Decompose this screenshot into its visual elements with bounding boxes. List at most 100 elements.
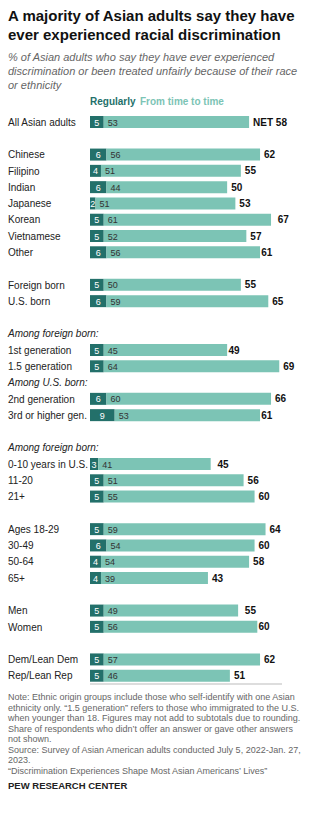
svg-text:51: 51 (234, 670, 246, 681)
svg-text:30-49: 30-49 (8, 540, 34, 551)
svg-text:51: 51 (105, 166, 115, 176)
svg-text:6: 6 (96, 248, 101, 258)
svg-text:60: 60 (110, 394, 120, 404)
svg-text:Other: Other (8, 247, 34, 258)
svg-text:1st generation: 1st generation (8, 345, 71, 356)
svg-text:Chinese: Chinese (8, 149, 45, 160)
svg-text:Rep/Lean Rep: Rep/Lean Rep (8, 670, 73, 681)
svg-text:2: 2 (90, 199, 95, 209)
svg-text:5: 5 (94, 492, 99, 502)
svg-text:9: 9 (100, 411, 105, 421)
svg-text:0-10 years in U.S.: 0-10 years in U.S. (8, 459, 88, 470)
svg-text:5: 5 (94, 476, 99, 486)
svg-text:53: 53 (108, 118, 118, 128)
svg-text:62: 62 (264, 149, 276, 160)
svg-text:64: 64 (108, 362, 118, 372)
svg-text:56: 56 (108, 622, 118, 632)
svg-text:49: 49 (108, 606, 118, 616)
svg-text:67: 67 (278, 214, 290, 225)
svg-text:NET 58: NET 58 (253, 117, 287, 128)
svg-text:55: 55 (245, 605, 257, 616)
svg-text:59: 59 (110, 297, 120, 307)
svg-text:Filipino: Filipino (8, 166, 40, 177)
svg-text:62: 62 (264, 654, 276, 665)
svg-text:60: 60 (259, 621, 271, 632)
svg-text:5: 5 (94, 118, 99, 128)
svg-text:51: 51 (99, 199, 109, 209)
svg-text:66: 66 (275, 393, 287, 404)
svg-text:4: 4 (93, 557, 98, 567)
svg-text:4: 4 (93, 574, 98, 584)
svg-text:3: 3 (92, 460, 97, 470)
svg-text:5: 5 (94, 655, 99, 665)
svg-text:4: 4 (93, 166, 98, 176)
svg-text:55: 55 (245, 165, 257, 176)
svg-text:41: 41 (102, 460, 112, 470)
svg-text:Among foreign born:: Among foreign born: (8, 328, 99, 339)
svg-text:61: 61 (261, 410, 273, 421)
svg-text:6: 6 (96, 541, 101, 551)
svg-text:61: 61 (108, 215, 118, 225)
svg-text:54: 54 (110, 541, 120, 551)
svg-text:61: 61 (261, 247, 273, 258)
svg-text:Ages 18-29: Ages 18-29 (8, 524, 60, 535)
svg-text:3rd or higher gen.: 3rd or higher gen. (8, 410, 87, 421)
svg-text:6: 6 (96, 150, 101, 160)
svg-text:60: 60 (259, 491, 271, 502)
svg-text:50-64: 50-64 (8, 556, 34, 567)
svg-text:Foreign born: Foreign born (8, 280, 65, 291)
svg-text:Among foreign born:: Among foreign born: (8, 442, 99, 453)
svg-text:5: 5 (94, 215, 99, 225)
svg-text:60: 60 (259, 540, 271, 551)
svg-text:Women: Women (8, 622, 42, 633)
svg-text:65+: 65+ (8, 573, 25, 584)
svg-text:5: 5 (94, 280, 99, 290)
svg-text:44: 44 (110, 183, 120, 193)
svg-text:5: 5 (94, 232, 99, 242)
svg-text:Indian: Indian (8, 182, 35, 193)
svg-text:59: 59 (108, 525, 118, 535)
svg-text:51: 51 (108, 476, 118, 486)
svg-text:21+: 21+ (8, 491, 25, 502)
svg-text:Dem/Lean Dem: Dem/Lean Dem (8, 654, 78, 665)
svg-text:54: 54 (105, 557, 115, 567)
svg-text:U.S. born: U.S. born (8, 296, 50, 307)
svg-text:65: 65 (272, 296, 284, 307)
svg-text:45: 45 (217, 459, 229, 470)
svg-text:Men: Men (8, 605, 27, 616)
svg-text:57: 57 (250, 231, 262, 242)
svg-text:49: 49 (228, 345, 240, 356)
svg-text:Among U.S. born:: Among U.S. born: (8, 377, 88, 388)
svg-text:Japanese: Japanese (8, 198, 52, 209)
svg-text:2nd generation: 2nd generation (8, 394, 75, 405)
svg-text:Vietnamese: Vietnamese (8, 231, 61, 242)
svg-text:6: 6 (96, 297, 101, 307)
svg-text:5: 5 (94, 622, 99, 632)
svg-text:1.5 generation: 1.5 generation (8, 361, 72, 372)
svg-text:5: 5 (94, 606, 99, 616)
svg-text:6: 6 (96, 183, 101, 193)
svg-text:All Asian adults: All Asian adults (8, 117, 76, 128)
svg-text:55: 55 (108, 492, 118, 502)
svg-text:58: 58 (253, 556, 265, 567)
svg-text:55: 55 (245, 279, 257, 290)
svg-text:69: 69 (283, 361, 295, 372)
svg-text:56: 56 (110, 248, 120, 258)
svg-text:56: 56 (110, 150, 120, 160)
svg-text:5: 5 (94, 525, 99, 535)
svg-text:53: 53 (119, 411, 129, 421)
svg-text:43: 43 (212, 573, 224, 584)
svg-text:6: 6 (96, 394, 101, 404)
svg-text:50: 50 (231, 182, 243, 193)
svg-text:Korean: Korean (8, 214, 40, 225)
svg-text:57: 57 (108, 655, 118, 665)
svg-text:5: 5 (94, 671, 99, 681)
svg-text:45: 45 (108, 346, 118, 356)
svg-text:5: 5 (94, 362, 99, 372)
svg-text:11-20: 11-20 (8, 475, 33, 486)
svg-text:64: 64 (270, 524, 282, 535)
svg-text:50: 50 (108, 280, 118, 290)
svg-text:53: 53 (239, 198, 251, 209)
svg-text:39: 39 (105, 574, 115, 584)
svg-text:56: 56 (248, 475, 260, 486)
